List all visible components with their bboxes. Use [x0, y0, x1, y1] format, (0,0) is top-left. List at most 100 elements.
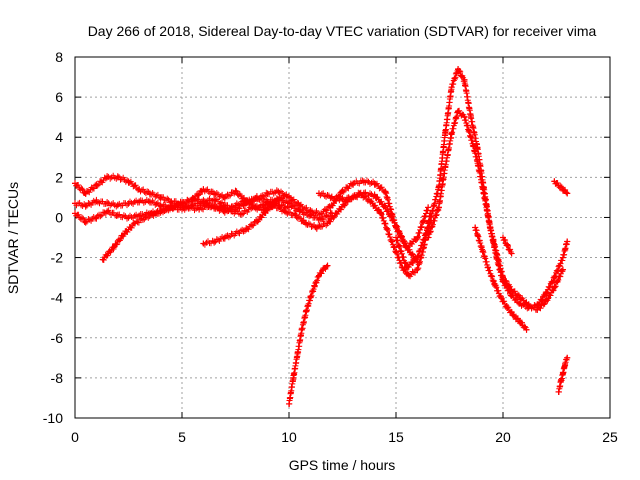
- data-point: [93, 214, 100, 221]
- data-point: [497, 294, 504, 301]
- data-point: [551, 284, 558, 291]
- data-point: [442, 164, 449, 171]
- data-point: [555, 182, 562, 189]
- data-point: [131, 220, 138, 227]
- data-point: [298, 326, 305, 333]
- x-tick-label: 0: [71, 429, 79, 445]
- data-point: [125, 214, 132, 221]
- y-tick-label: -10: [43, 410, 63, 426]
- data-point: [146, 198, 153, 205]
- data-point: [508, 286, 515, 293]
- data-point: [504, 242, 511, 249]
- data-point: [281, 192, 288, 199]
- data-point: [320, 266, 327, 273]
- data-point: [382, 204, 389, 211]
- data-point: [311, 282, 318, 289]
- data-point: [125, 178, 132, 185]
- data-point: [121, 230, 128, 237]
- data-point: [564, 238, 571, 245]
- data-point: [249, 204, 256, 211]
- data-point: [350, 180, 357, 187]
- data-point: [448, 84, 455, 91]
- data-point: [307, 294, 314, 301]
- data-point: [455, 108, 462, 115]
- data-point: [114, 212, 121, 219]
- data-point: [142, 214, 149, 221]
- data-point: [253, 218, 260, 225]
- data-point: [472, 224, 479, 231]
- data-point: [478, 244, 485, 251]
- data-point: [217, 204, 224, 211]
- data-point: [339, 196, 346, 203]
- data-point: [72, 180, 78, 187]
- marker-trail: [393, 66, 571, 312]
- data-point: [200, 186, 207, 193]
- data-point: [281, 208, 288, 215]
- y-tick-label: -6: [51, 330, 64, 346]
- data-point: [504, 304, 511, 311]
- data-point: [393, 234, 399, 241]
- data-point: [393, 222, 399, 229]
- y-axis-label: SDTVAR / TECUs: [5, 182, 21, 294]
- data-point: [196, 206, 203, 213]
- x-tick-label: 10: [281, 429, 297, 445]
- data-point: [414, 234, 421, 241]
- data-point: [243, 198, 250, 205]
- data-point: [264, 206, 271, 213]
- data-point: [72, 200, 78, 207]
- data-point: [328, 194, 335, 201]
- data-point: [168, 198, 175, 205]
- data-point: [559, 370, 566, 377]
- data-point: [508, 292, 515, 299]
- data-point: [275, 196, 282, 203]
- x-tick-label: 15: [388, 429, 404, 445]
- data-point: [564, 354, 571, 361]
- data-point: [104, 208, 111, 215]
- data-point: [559, 186, 566, 193]
- y-tick-label: -4: [51, 290, 64, 306]
- data-point: [542, 298, 549, 305]
- data-point: [517, 318, 524, 325]
- data-point: [467, 134, 474, 141]
- data-point: [296, 208, 303, 215]
- series-track-12: [555, 354, 571, 395]
- series-track-13: [500, 234, 515, 257]
- data-point: [228, 208, 235, 215]
- data-point: [72, 210, 78, 217]
- y-tick-label: -8: [51, 370, 64, 386]
- data-point: [523, 326, 530, 333]
- data-point: [542, 290, 549, 297]
- data-point: [500, 274, 506, 281]
- data-point: [110, 244, 117, 251]
- data-point: [104, 174, 111, 181]
- series-track-9: [425, 107, 566, 313]
- data-point: [232, 202, 239, 209]
- x-tick-label: 20: [495, 429, 511, 445]
- data-point: [455, 66, 462, 73]
- y-tick-label: 6: [55, 89, 63, 105]
- data-point: [157, 194, 164, 201]
- grid-layer: [75, 57, 610, 418]
- data-point: [339, 188, 346, 195]
- data-point: [555, 388, 562, 395]
- x-axis-label: GPS time / hours: [289, 457, 396, 473]
- data-point: [114, 174, 121, 181]
- data-point: [350, 194, 357, 201]
- data-point: [371, 180, 378, 187]
- data-point: [104, 200, 111, 207]
- data-point: [294, 350, 301, 357]
- data-point: [378, 210, 385, 217]
- data-point: [487, 224, 494, 231]
- data-point: [442, 130, 449, 137]
- data-point: [307, 212, 314, 219]
- data-point: [551, 178, 558, 185]
- data-point: [508, 250, 515, 257]
- series-track-11: [551, 178, 571, 197]
- data-point: [562, 360, 569, 367]
- series-track-7: [315, 189, 421, 265]
- data-point: [243, 226, 250, 233]
- y-tick-label: 8: [55, 49, 63, 65]
- data-point: [388, 238, 395, 245]
- data-point: [371, 192, 378, 199]
